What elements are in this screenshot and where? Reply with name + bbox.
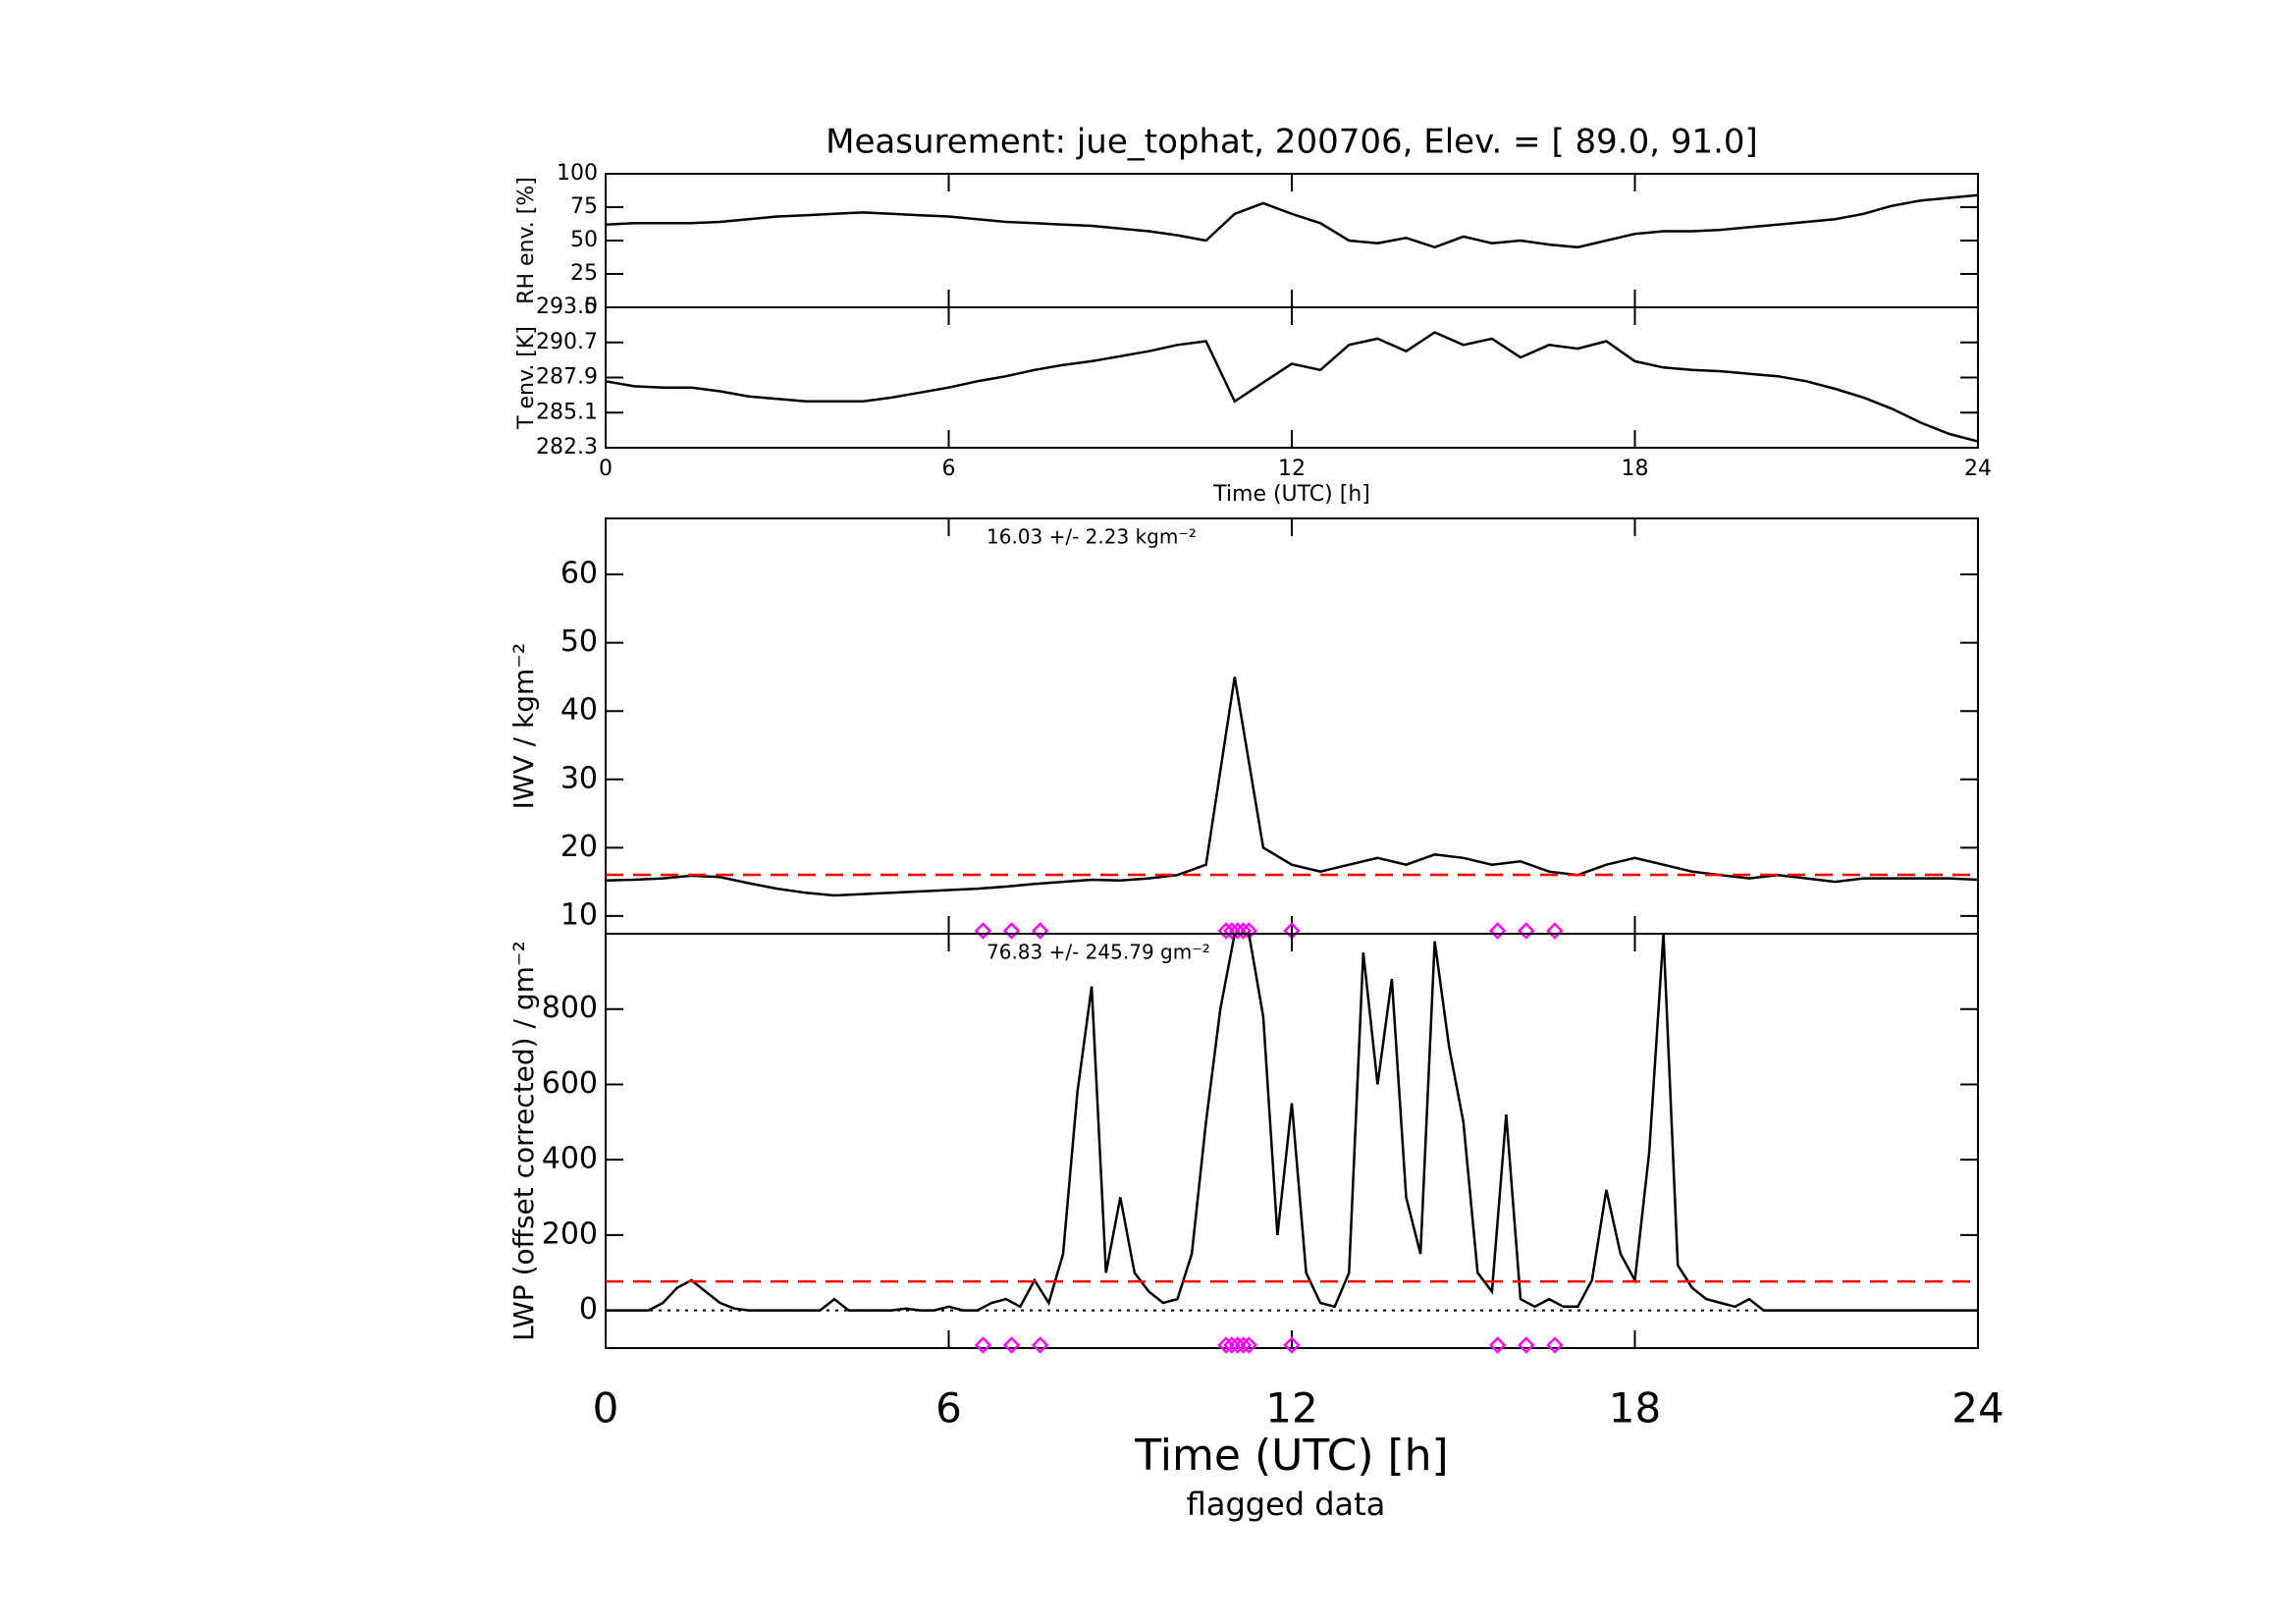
x-axis-label: Time (UTC) [h] [1134,1431,1448,1481]
y-tick-label: 400 [542,1142,598,1176]
y-tick-label: 600 [542,1066,598,1101]
y-tick-label: 20 [561,830,598,864]
x-tick-label: 12 [1278,457,1306,481]
plot-frame [605,933,1979,1349]
mean-annotation: 76.83 +/- 245.79 gm⁻² [987,941,1210,964]
data-line [606,932,1978,1312]
y-tick-label: 0 [579,1292,598,1326]
flag-marker [1031,1336,1049,1354]
x-tick-label: 18 [1622,457,1649,481]
y-axis-label: T env. [K] [514,326,539,430]
y-tick-label: 0 [584,295,598,319]
x-tick-label: 18 [1609,1384,1661,1433]
flag-marker [974,922,992,940]
plot-frame [605,517,1979,935]
x-tick-label: 6 [942,457,956,481]
flag-marker [1234,1336,1253,1354]
flag-marker [1002,922,1021,940]
y-tick-label: 282.3 [536,435,598,460]
flag-marker [974,1336,992,1354]
flag-marker [1546,1336,1564,1354]
flag-marker [1217,922,1235,940]
flag-marker [1228,1336,1247,1354]
data-line [605,676,1979,897]
data-line [605,193,1979,249]
flag-marker [1518,1336,1535,1354]
y-tick-label: 25 [570,261,598,286]
x-tick-label: 24 [1951,1384,2003,1433]
flag-marker [1488,922,1507,940]
x-tick-label: 0 [593,1384,619,1433]
flagged-legend: flagged data [1187,1486,1386,1523]
y-tick-label: 60 [561,557,598,591]
chart-title: Measurement: jue_tophat, 200706, Elev. =… [826,123,1758,162]
y-tick-label: 290.7 [536,330,598,354]
flag-marker [1546,922,1564,940]
x-tick-label: 12 [1265,1384,1317,1433]
y-tick-label: 100 [557,161,598,186]
x-axis-label: Time (UTC) [h] [1212,482,1370,507]
y-tick-label: 800 [542,991,598,1025]
flag-marker [1002,1336,1021,1354]
flag-marker [1234,922,1253,940]
flag-marker [1223,1336,1241,1354]
flag-marker [1240,1336,1258,1354]
plot-frame [605,173,1979,308]
plot-frame [605,306,1979,449]
y-tick-label: 30 [561,761,598,795]
flag-marker [1217,1336,1235,1354]
flag-marker [1488,1336,1507,1354]
y-tick-label: 293.5 [536,295,598,319]
flag-marker [1223,922,1241,940]
mean-annotation: 16.03 +/- 2.23 kgm⁻² [987,525,1197,549]
x-tick-label: 24 [1964,457,1992,481]
y-tick-label: 287.9 [536,365,598,390]
y-axis-label: IWV / kgm⁻² [507,643,540,810]
y-tick-label: 75 [570,194,598,219]
x-tick-label: 6 [935,1384,962,1433]
flag-marker [1228,922,1247,940]
y-tick-label: 40 [561,693,598,728]
data-line [605,331,1979,443]
flag-marker [1283,1336,1301,1354]
y-axis-label: LWP (offset corrected) / gm⁻² [507,941,540,1341]
x-tick-label: 0 [599,457,613,481]
y-tick-label: 10 [561,897,598,932]
flag-marker [1031,922,1049,940]
y-axis-label: RH env. [%] [514,177,539,304]
y-tick-label: 285.1 [536,400,598,424]
flag-marker [1518,922,1535,940]
y-tick-label: 50 [561,624,598,659]
y-tick-label: 200 [542,1217,598,1251]
y-tick-label: 50 [570,228,598,252]
